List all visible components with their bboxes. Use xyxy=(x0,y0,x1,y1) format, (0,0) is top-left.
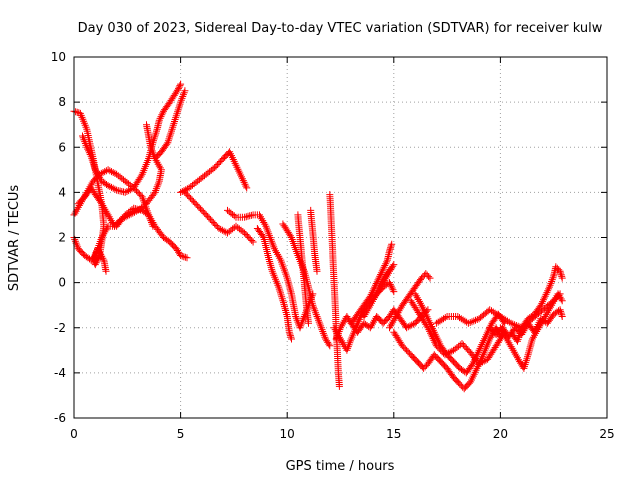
grid-lines xyxy=(74,57,607,418)
series-16-markers xyxy=(360,261,398,320)
series-12-markers xyxy=(307,206,321,275)
series-11 xyxy=(294,211,312,327)
series-17 xyxy=(347,240,396,327)
y-tick-label: 2 xyxy=(58,231,66,245)
x-axis-label: GPS time / hours xyxy=(286,459,395,474)
series-10 xyxy=(279,220,334,350)
x-tick-label: 25 xyxy=(599,427,614,441)
y-tick-label: -6 xyxy=(54,411,66,425)
y-tick-label: 6 xyxy=(58,140,66,154)
series-11-markers xyxy=(294,211,312,327)
series-6 xyxy=(177,148,251,196)
series-6-markers xyxy=(177,148,251,196)
series-21 xyxy=(407,297,509,368)
x-tick-label: 10 xyxy=(280,427,295,441)
x-tick-label: 20 xyxy=(493,427,508,441)
series-13-markers xyxy=(326,191,343,390)
series-19-markers xyxy=(390,324,504,393)
series-5-markers xyxy=(151,87,189,162)
series-9-markers xyxy=(253,225,295,343)
series-5 xyxy=(151,87,189,162)
series-12 xyxy=(307,206,321,275)
series-7 xyxy=(181,188,257,246)
y-tick-label: -2 xyxy=(54,321,66,335)
y-tick-label: 10 xyxy=(51,50,66,64)
series-10-markers xyxy=(279,220,334,350)
series-25 xyxy=(486,306,566,341)
series-4-markers xyxy=(79,80,185,196)
series-7-markers xyxy=(181,188,257,246)
x-tick-label: 0 xyxy=(70,427,78,441)
x-tick-label: 15 xyxy=(386,427,401,441)
series-17-markers xyxy=(347,240,396,327)
y-tick-label: 0 xyxy=(58,276,66,290)
series-3 xyxy=(74,121,165,230)
series-19 xyxy=(390,324,504,393)
x-axis-ticks: 0 5 10 15 20 25 xyxy=(70,57,615,441)
plot-frame xyxy=(73,56,608,419)
series-3-markers xyxy=(74,121,165,230)
series-25-markers xyxy=(486,306,566,341)
series-18 xyxy=(386,270,434,332)
series-9 xyxy=(253,225,295,343)
series-4 xyxy=(79,80,185,196)
y-tick-label: 8 xyxy=(58,95,66,109)
chart-title: Day 030 of 2023, Sidereal Day-to-day VTE… xyxy=(78,21,603,36)
series-18-markers xyxy=(386,270,434,332)
y-axis-ticks: -6 -4 -2 0 2 4 6 8 10 xyxy=(51,50,607,425)
data-points xyxy=(70,80,566,393)
y-axis-label: SDTVAR / TECUs xyxy=(7,185,22,292)
series-16 xyxy=(360,261,398,320)
y-tick-label: 4 xyxy=(58,185,66,199)
x-tick-label: 5 xyxy=(177,427,185,441)
y-tick-label: -4 xyxy=(54,366,66,380)
series-13 xyxy=(326,191,343,390)
series-21-markers xyxy=(407,297,509,368)
